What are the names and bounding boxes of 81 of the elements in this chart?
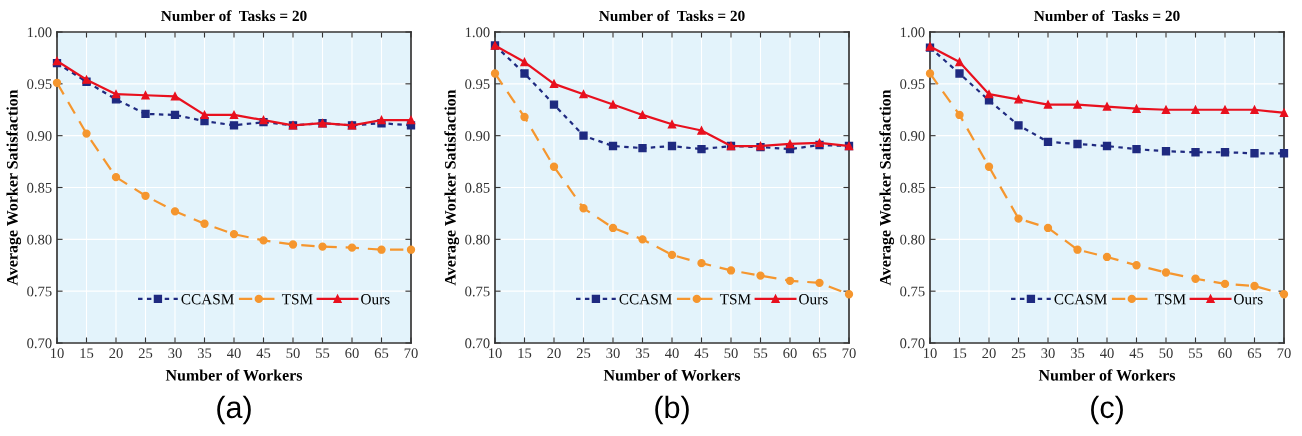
x-tick-label: 35 (1070, 348, 1085, 359)
x-tick-label: 10 (488, 348, 502, 359)
y-axis-title: Average Worker Satisfaction (879, 89, 895, 286)
x-tick-label: 45 (694, 348, 709, 359)
legend-label: CCASM (619, 294, 672, 305)
x-tick-label: 30 (606, 348, 620, 359)
y-tick-label: 0.85 (27, 182, 52, 193)
x-tick-label: 25 (138, 348, 153, 359)
x-axis-title: Number of Workers (603, 369, 741, 381)
x-axis-title: Number of Workers (165, 369, 303, 381)
x-tick-label: 60 (783, 348, 797, 359)
x-tick-label: 60 (345, 348, 359, 359)
x-tick-label: 70 (1277, 348, 1291, 359)
y-tick-label: 0.70 (900, 338, 925, 349)
x-tick-label: 15 (953, 348, 967, 359)
y-tick-label: 0.80 (900, 234, 925, 245)
y-axis-title: Average Worker Satisfaction (6, 89, 22, 286)
chart-title: Number of Tasks = 20 (161, 10, 307, 22)
x-tick-label: 10 (923, 348, 937, 359)
legend-label: Ours (361, 294, 390, 305)
x-tick-label: 25 (576, 348, 591, 359)
y-axis-title: Average Worker Satisfaction (444, 89, 460, 286)
x-tick-label: 40 (226, 348, 241, 359)
x-tick-label: 50 (286, 348, 300, 359)
y-tick-label: 0.70 (465, 338, 490, 349)
x-axis-title: Number of Workers (1038, 369, 1176, 381)
text: (c) (1091, 395, 1123, 425)
x-tick-label: 30 (168, 348, 182, 359)
x-tick-label: 55 (1189, 348, 1203, 359)
x-tick-label: 20 (547, 348, 561, 359)
y-tick-label: 0.80 (27, 234, 52, 245)
text: (a) (217, 395, 251, 425)
y-tick-label: 0.85 (465, 182, 490, 193)
y-tick-label: 1.00 (465, 27, 490, 38)
y-tick-label: 0.75 (900, 286, 925, 297)
x-tick-label: 15 (80, 348, 94, 359)
x-tick-label: 45 (256, 348, 271, 359)
chart-title: Number of Tasks = 20 (599, 10, 745, 22)
legend-label: Ours (799, 294, 828, 305)
x-tick-label: 30 (1041, 348, 1055, 359)
legend-label: TSM (1154, 294, 1186, 305)
y-tick-label: 0.95 (900, 79, 925, 90)
y-tick-label: 1.00 (27, 27, 52, 38)
x-tick-label: 45 (1129, 348, 1144, 359)
x-tick-label: 25 (1011, 348, 1026, 359)
y-tick-label: 1.00 (900, 27, 925, 38)
y-tick-label: 0.80 (465, 234, 490, 245)
x-tick-label: 65 (812, 348, 827, 359)
legend-label: TSM (281, 294, 313, 305)
x-tick-label: 35 (635, 348, 650, 359)
y-tick-label: 0.90 (27, 131, 52, 141)
x-tick-label: 70 (842, 348, 856, 359)
x-tick-label: 50 (724, 348, 738, 359)
legend-label: CCASM (1054, 294, 1107, 305)
y-tick-label: 0.95 (465, 79, 490, 90)
x-tick-label: 15 (518, 348, 532, 359)
x-tick-label: 55 (754, 348, 768, 359)
x-tick-label: 40 (1099, 348, 1114, 359)
legend-label: TSM (719, 294, 751, 305)
x-tick-label: 20 (982, 348, 996, 359)
x-tick-label: 65 (374, 348, 389, 359)
x-tick-label: 70 (404, 348, 418, 359)
y-tick-label: 0.85 (900, 182, 925, 193)
x-tick-label: 10 (50, 348, 64, 359)
chart-title: Number of Tasks = 20 (1034, 10, 1180, 22)
x-tick-label: 20 (109, 348, 123, 359)
x-tick-label: 35 (197, 348, 212, 359)
x-tick-label: 60 (1218, 348, 1232, 359)
x-tick-label: 55 (316, 348, 330, 359)
y-tick-label: 0.75 (27, 286, 52, 297)
text: (b) (655, 395, 689, 425)
x-tick-label: 40 (664, 348, 679, 359)
y-tick-label: 0.95 (27, 79, 52, 90)
x-tick-label: 50 (1159, 348, 1173, 359)
y-tick-label: 0.75 (465, 286, 490, 297)
x-tick-label: 65 (1247, 348, 1262, 359)
y-tick-label: 0.70 (27, 338, 52, 349)
legend-label: CCASM (181, 294, 234, 305)
y-tick-label: 0.90 (465, 131, 490, 141)
y-tick-label: 0.90 (900, 131, 925, 141)
legend-label: Ours (1234, 294, 1263, 305)
